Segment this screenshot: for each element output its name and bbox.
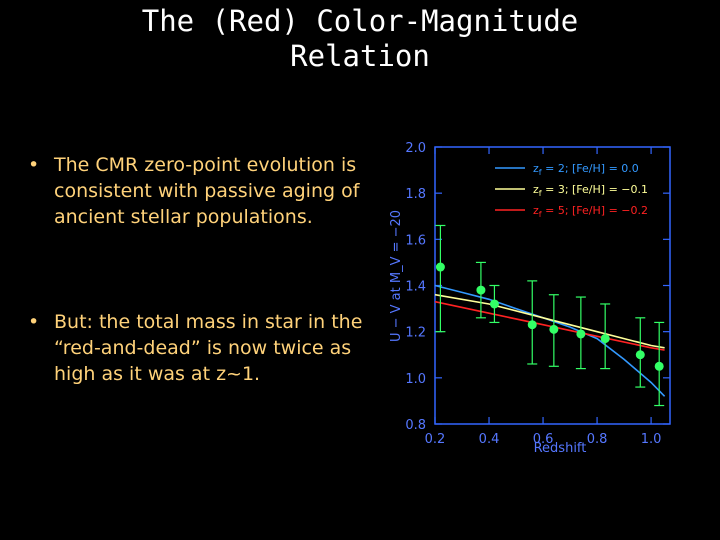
x-tick-label: 1.0 <box>641 432 662 447</box>
data-point <box>549 324 559 334</box>
slide-title-line2: Relation <box>290 39 430 73</box>
series-line-1 <box>434 284 666 397</box>
data-point <box>435 262 445 272</box>
bullet-marker: • <box>28 154 40 176</box>
bullet-item-2: • But: the total mass in star in the “re… <box>28 309 378 387</box>
data-point <box>600 334 610 344</box>
legend-entry-1: zf = 2; [Fe/H] = 0.0 <box>533 162 639 177</box>
bullet-item-1: • The CMR zero-point evolution is consis… <box>28 152 378 230</box>
bullet-text: But: the total mass in star in the “red-… <box>54 311 363 385</box>
data-point <box>489 299 499 309</box>
color-magnitude-chart: 0.2 0.4 0.6 0.8 1.0 0.8 1.0 1.2 1.4 1.6 1.8 2.0 zf … <box>389 141 671 456</box>
x-axis-label: Redshift <box>534 441 587 456</box>
x-tick-label: 0.8 <box>587 432 608 447</box>
bullet-marker: • <box>28 311 40 333</box>
data-point <box>654 361 664 371</box>
y-tick-label: 0.8 <box>405 418 426 433</box>
legend-entry-2: zf = 3; [Fe/H] = −0.1 <box>533 183 648 198</box>
bullet-text: The CMR zero-point evolution is consiste… <box>54 154 360 228</box>
y-tick-label: 1.8 <box>405 187 426 202</box>
y-tick-label: 1.2 <box>405 326 426 341</box>
series-line-2 <box>434 293 665 349</box>
y-axis-label: U − V at M_V = −20 <box>389 210 404 342</box>
x-tick-label: 0.6 <box>533 432 554 447</box>
y-tick-label: 1.6 <box>405 233 426 248</box>
y-tick-label: 2.0 <box>405 141 426 156</box>
series-line-3 <box>434 300 665 351</box>
data-point <box>476 285 486 295</box>
slide-title-line1: The (Red) Color-Magnitude <box>141 4 579 38</box>
data-point <box>635 350 645 360</box>
legend-entry-3: zf = 5; [Fe/H] = −0.2 <box>533 204 648 219</box>
x-tick-label: 0.4 <box>479 432 500 447</box>
x-tick-label: 0.2 <box>425 432 446 447</box>
y-tick-label: 1.0 <box>405 372 426 387</box>
data-point <box>527 320 537 330</box>
data-point <box>576 329 586 339</box>
y-tick-label: 1.4 <box>405 280 426 295</box>
slide-title: The (Red) Color-Magnitude Relation <box>0 4 720 74</box>
